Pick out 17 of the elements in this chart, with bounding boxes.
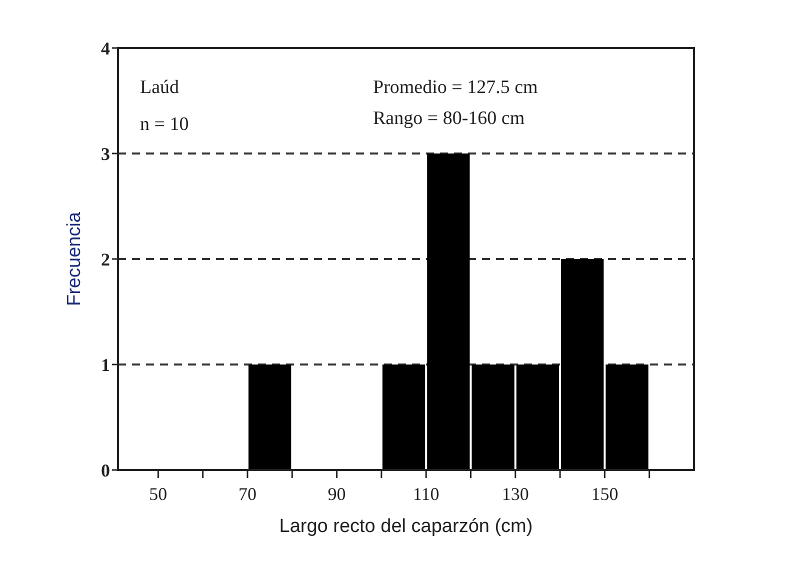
x-tick-label: 150 bbox=[591, 484, 618, 504]
x-tick-label: 70 bbox=[238, 484, 256, 504]
annotation: Laúd bbox=[140, 77, 180, 98]
y-tick-label: 0 bbox=[101, 460, 110, 480]
x-tick-label: 110 bbox=[412, 484, 440, 504]
x-tick-label: 90 bbox=[328, 484, 346, 504]
y-tick-label: 3 bbox=[101, 144, 110, 164]
annotation: Promedio = 127.5 cm bbox=[373, 77, 538, 98]
x-tick-label: 50 bbox=[149, 484, 168, 504]
y-tick-label: 1 bbox=[101, 354, 110, 375]
x-axis-title: Largo recto del caparzón (cm) bbox=[279, 516, 533, 537]
annotation: Rango = 80-160 cm bbox=[373, 108, 525, 129]
annotation: n = 10 bbox=[140, 114, 189, 135]
x-tick-label: 130 bbox=[502, 484, 529, 504]
y-axis-title: Frecuencia bbox=[64, 212, 85, 306]
y-tick-label: 4 bbox=[101, 38, 110, 58]
y-tick-label: 2 bbox=[101, 249, 110, 270]
